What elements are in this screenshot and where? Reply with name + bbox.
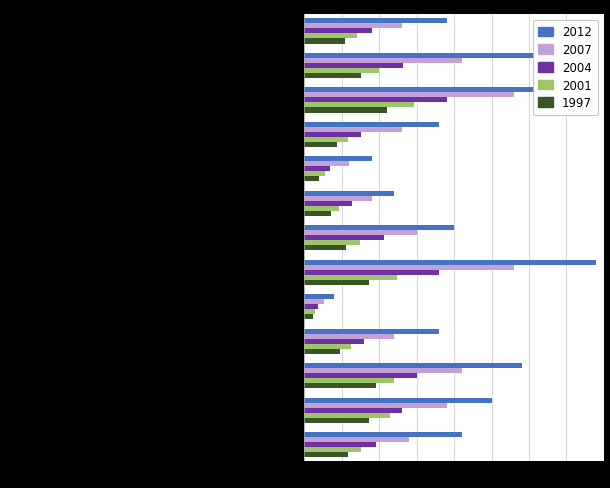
Bar	[304, 202, 353, 206]
Bar	[304, 133, 361, 138]
Bar	[304, 138, 348, 142]
Bar	[304, 231, 417, 236]
Bar	[304, 329, 439, 334]
Bar	[304, 437, 409, 442]
Bar	[304, 275, 397, 280]
Bar	[304, 196, 371, 202]
Bar	[304, 211, 331, 217]
Bar	[304, 226, 454, 231]
Bar	[304, 236, 384, 241]
Bar	[304, 384, 376, 388]
Bar	[304, 408, 402, 413]
Bar	[304, 452, 348, 457]
Bar	[304, 447, 361, 452]
Bar	[304, 98, 447, 103]
Bar	[304, 127, 402, 133]
Bar	[304, 305, 318, 310]
Bar	[304, 413, 390, 418]
Bar	[304, 103, 414, 108]
Bar	[304, 93, 514, 98]
Bar	[304, 442, 376, 447]
Bar	[304, 241, 360, 246]
Bar	[304, 364, 522, 368]
Bar	[304, 69, 379, 74]
Bar	[304, 432, 462, 437]
Bar	[304, 280, 369, 285]
Bar	[304, 246, 346, 251]
Bar	[304, 265, 514, 270]
Bar	[304, 24, 402, 29]
Bar	[304, 167, 330, 172]
Bar	[304, 64, 403, 69]
Legend: 2012, 2007, 2004, 2001, 1997: 2012, 2007, 2004, 2001, 1997	[533, 20, 598, 116]
Bar	[304, 310, 315, 315]
Bar	[304, 373, 417, 379]
Bar	[304, 34, 357, 40]
Bar	[304, 59, 462, 64]
Bar	[304, 177, 320, 182]
Bar	[304, 108, 387, 113]
Bar	[304, 88, 597, 93]
Bar	[304, 206, 339, 211]
Bar	[304, 19, 447, 24]
Bar	[304, 418, 369, 423]
Bar	[304, 315, 313, 320]
Bar	[304, 162, 350, 167]
Bar	[304, 40, 345, 44]
Bar	[304, 398, 492, 403]
Text: Corrected 24 June 2016: Corrected 24 June 2016	[467, 472, 604, 482]
Bar	[304, 29, 371, 34]
Bar	[304, 295, 334, 300]
Bar	[304, 403, 447, 408]
Bar	[304, 172, 325, 177]
Bar	[304, 122, 439, 127]
Bar	[304, 74, 361, 79]
Bar	[304, 334, 394, 339]
Bar	[304, 191, 394, 196]
Bar	[304, 270, 439, 275]
Bar	[304, 157, 371, 162]
Bar	[304, 54, 544, 59]
Bar	[304, 339, 364, 344]
Bar	[304, 142, 337, 148]
Bar	[304, 300, 324, 305]
Bar	[304, 368, 462, 373]
Bar	[304, 260, 597, 265]
Bar	[304, 349, 340, 354]
Bar	[304, 379, 394, 384]
Bar	[304, 344, 351, 349]
